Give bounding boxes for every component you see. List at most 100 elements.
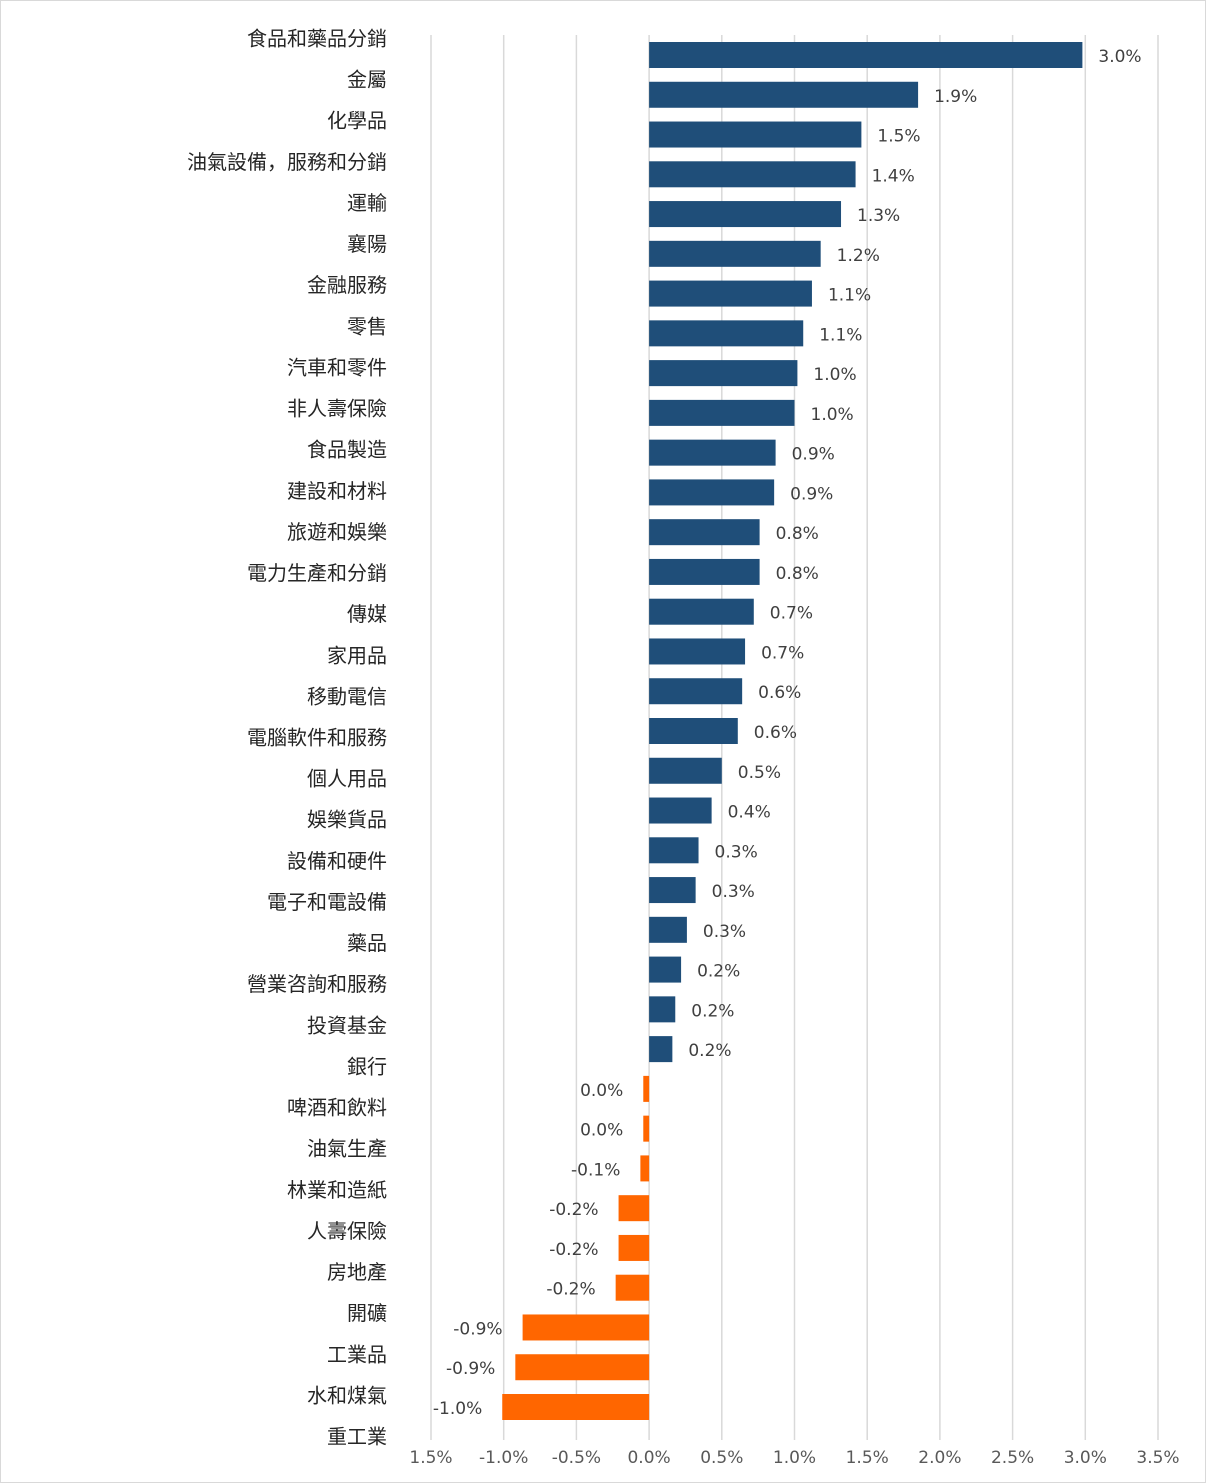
value-label: 0.3% (703, 922, 746, 942)
y-tick-label: 食品和藥品分銷 (247, 27, 387, 51)
bar (649, 201, 842, 228)
bar (502, 1394, 650, 1420)
bar (643, 1075, 650, 1102)
y-tick-label: 油氣設備，服務和分銷 (187, 150, 387, 174)
y-tick-label: 林業和造紙 (287, 1178, 387, 1202)
y-tick-label: 非人壽保險 (287, 397, 387, 421)
bar (649, 1036, 673, 1063)
value-label: 0.6% (758, 683, 801, 703)
bar (649, 797, 712, 824)
y-tick-label: 電力生產和分銷 (247, 561, 387, 585)
y-tick-label: 水和煤氣 (307, 1383, 387, 1407)
value-label: -0.9% (446, 1359, 495, 1379)
y-tick-label: 金屬 (347, 68, 387, 92)
y-tick-label: 工業品 (327, 1342, 387, 1366)
x-tick-label: 3.0% (1064, 1448, 1107, 1468)
y-tick-label: 藥品 (347, 931, 387, 955)
bar (618, 1234, 650, 1261)
x-tick-label: 3.5% (1136, 1448, 1179, 1468)
y-tick-label: 旅遊和娛樂 (287, 520, 387, 544)
y-tick-label: 娛樂貨品 (307, 808, 387, 832)
y-tick-label: 房地產 (327, 1260, 387, 1284)
y-tick-label: 襄陽 (347, 232, 387, 256)
value-label: 1.1% (819, 325, 862, 345)
value-label: 0.8% (776, 564, 819, 584)
value-label: 1.3% (857, 206, 900, 226)
value-label: -1.0% (433, 1399, 482, 1419)
value-label: 1.5% (877, 127, 920, 147)
y-tick-label: 油氣生產 (307, 1137, 387, 1161)
bar (649, 678, 743, 705)
value-label: 0.4% (728, 803, 771, 823)
y-tick-label: 人壽保險 (307, 1219, 387, 1243)
bar (649, 161, 856, 188)
value-label: 0.7% (761, 643, 804, 663)
bar (649, 399, 795, 426)
bar (649, 479, 775, 506)
value-label: -0.2% (549, 1200, 598, 1220)
y-tick-label: 開礦 (347, 1301, 387, 1325)
y-tick-label: 啤酒和飲料 (287, 1096, 387, 1120)
y-tick-label: 家用品 (327, 643, 387, 667)
value-label: 1.2% (837, 246, 880, 266)
value-label: 1.0% (811, 405, 854, 425)
value-label: -0.1% (571, 1160, 620, 1180)
value-label: 0.7% (770, 604, 813, 624)
y-tick-label: 建設和材料 (287, 479, 387, 503)
value-label: -0.9% (453, 1319, 502, 1339)
value-label: 0.2% (697, 962, 740, 982)
bar (649, 956, 682, 983)
y-tick-label: 金融服務 (307, 273, 387, 297)
x-tick-label: -1.0% (479, 1448, 528, 1468)
x-tick-label: 2.0% (918, 1448, 961, 1468)
value-label: 0.3% (715, 842, 758, 862)
y-tick-label: 化學品 (327, 109, 387, 133)
bar (515, 1354, 650, 1381)
y-tick-label: 移動電信 (307, 684, 387, 708)
value-label: 0.5% (738, 763, 781, 783)
y-tick-label: 重工業 (327, 1425, 387, 1449)
x-tick-label: 0.0% (627, 1448, 670, 1468)
bar (649, 877, 696, 904)
x-tick-label: 1.0% (773, 1448, 816, 1468)
value-label: -0.2% (549, 1240, 598, 1260)
value-label: 0.8% (776, 524, 819, 544)
bar (649, 519, 760, 546)
value-label: 3.0% (1098, 47, 1141, 67)
value-label: -0.2% (546, 1280, 595, 1300)
bar (649, 996, 676, 1023)
value-label: 1.0% (813, 365, 856, 385)
bar (522, 1314, 650, 1341)
bar (649, 240, 821, 267)
y-tick-label: 零售 (347, 314, 387, 338)
bar (649, 42, 1083, 68)
y-tick-label: 汽車和零件 (287, 355, 387, 379)
bar (618, 1195, 650, 1222)
value-label: 1.1% (828, 286, 871, 306)
bar (649, 837, 699, 864)
bar (649, 757, 722, 784)
x-tick-label: 1.5% (409, 1448, 452, 1468)
bar (649, 718, 738, 744)
x-tick-label: 2.5% (991, 1448, 1034, 1468)
bar (615, 1274, 650, 1301)
bar (643, 1115, 650, 1142)
x-tick-label: -0.5% (552, 1448, 601, 1468)
x-tick-label: 0.5% (700, 1448, 743, 1468)
bar (649, 121, 862, 148)
y-tick-label: 電子和電設備 (267, 890, 387, 914)
bar (649, 558, 760, 585)
value-label: 1.4% (872, 166, 915, 186)
value-label: 0.6% (754, 723, 797, 743)
y-tick-label: 食品製造 (307, 438, 387, 462)
bar (649, 916, 687, 943)
value-label: 0.9% (792, 445, 835, 465)
bar (649, 280, 812, 307)
bar (649, 320, 804, 347)
y-tick-label: 投資基金 (307, 1013, 387, 1037)
bar (649, 439, 776, 466)
value-label: 1.9% (934, 87, 977, 107)
x-tick-label: 1.5% (846, 1448, 889, 1468)
